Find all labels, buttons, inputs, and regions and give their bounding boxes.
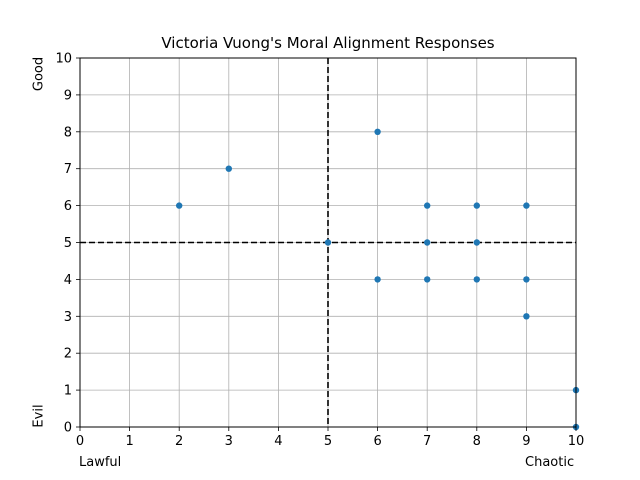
x-low-label: Lawful	[79, 455, 122, 470]
data-point	[523, 202, 530, 209]
x-high-label: Chaotic	[525, 455, 575, 470]
data-point	[374, 276, 381, 283]
y-tick-label: 2	[64, 347, 72, 362]
data-point	[374, 128, 381, 135]
data-point	[424, 239, 431, 246]
x-tick-label: 10	[568, 434, 585, 449]
y-tick-label: 4	[64, 273, 72, 288]
data-point	[473, 239, 480, 246]
data-point	[424, 202, 431, 209]
x-tick-label: 3	[225, 434, 233, 449]
chart-title: Victoria Vuong's Moral Alignment Respons…	[161, 34, 495, 52]
data-point	[523, 276, 530, 283]
y-tick-label: 5	[64, 236, 72, 251]
y-tick-label: 10	[55, 52, 72, 67]
x-tick-label: 5	[324, 434, 332, 449]
y-axis-ticks: 0 1 2 3 4 5 6 7 8 9 10	[55, 52, 80, 436]
data-point	[424, 276, 431, 283]
x-tick-label: 0	[76, 434, 84, 449]
data-point	[523, 313, 530, 320]
y-tick-label: 6	[64, 199, 72, 214]
y-tick-label: 9	[64, 88, 72, 103]
x-tick-label: 4	[274, 434, 282, 449]
y-tick-label: 0	[64, 421, 72, 436]
y-tick-label: 7	[64, 162, 72, 177]
y-high-label: Good	[31, 56, 47, 92]
y-low-label: Evil	[31, 404, 47, 428]
x-axis-ticks: 0 1 2 3 4 5 6 7 8 9 10	[76, 427, 584, 449]
x-tick-label: 1	[125, 434, 133, 449]
x-tick-label: 9	[522, 434, 530, 449]
data-point	[225, 165, 232, 172]
y-tick-label: 3	[64, 310, 72, 325]
x-tick-label: 7	[423, 434, 431, 449]
x-tick-label: 8	[473, 434, 481, 449]
x-tick-label: 2	[175, 434, 183, 449]
data-point	[473, 276, 480, 283]
y-tick-label: 8	[64, 125, 72, 140]
data-point	[176, 202, 183, 209]
y-tick-label: 1	[64, 384, 72, 399]
data-point	[324, 239, 332, 246]
data-point	[473, 202, 480, 209]
x-tick-label: 6	[373, 434, 381, 449]
